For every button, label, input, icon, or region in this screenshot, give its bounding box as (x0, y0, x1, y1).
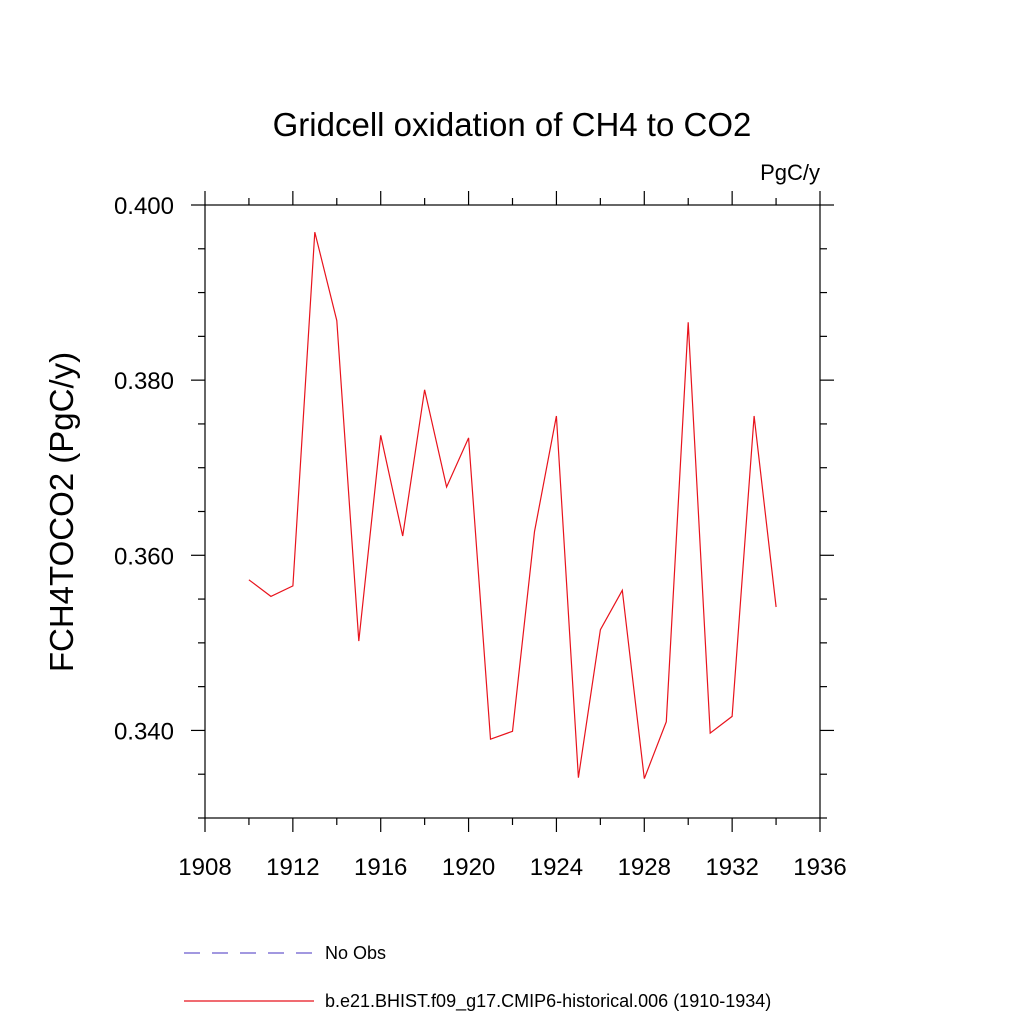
x-tick-label: 1920 (442, 854, 495, 881)
chart-title: Gridcell oxidation of CH4 to CO2 (273, 106, 752, 143)
x-tick-label: 1912 (266, 854, 319, 881)
axes: 1908 1912 1916 1920 1924 1928 1932 1936 0.340 0.3… (114, 191, 847, 881)
legend-label-model-run: b.e21.BHIST.f09_g17.CMIP6-historical.006… (325, 991, 771, 1012)
x-tick-label: 1916 (354, 854, 407, 881)
y-axis-label: FCH4TOCO2 (PgC/y) (43, 352, 80, 672)
x-tick-label: 1908 (178, 854, 231, 881)
legend: No Obs b.e21.BHIST.f09_g17.CMIP6-histori… (184, 943, 771, 1012)
series-layer (248, 231, 777, 779)
legend-label-no-obs: No Obs (325, 943, 386, 963)
y-tick-label: 0.360 (114, 543, 174, 570)
x-tick-label: 1932 (705, 854, 758, 881)
x-tick-label: 1924 (530, 854, 583, 881)
y-tick-label: 0.380 (114, 368, 174, 395)
x-tick-label: 1936 (793, 854, 846, 881)
units-label: PgC/y (760, 160, 820, 185)
series-line-0 (248, 231, 777, 779)
x-tick-label: 1928 (618, 854, 671, 881)
y-tick-label: 0.400 (114, 193, 174, 220)
y-tick-label: 0.340 (114, 718, 174, 745)
